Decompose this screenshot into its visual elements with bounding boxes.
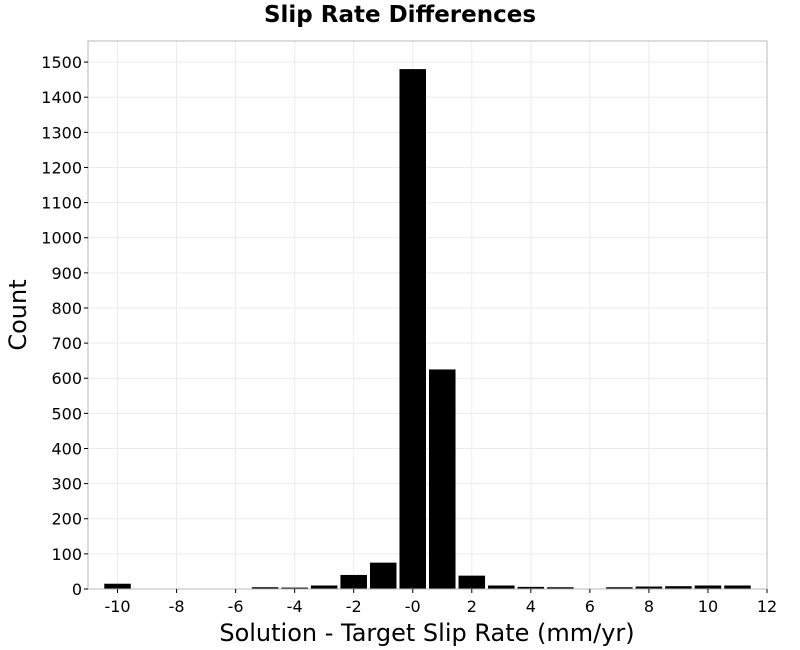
x-tick-label: 4 [526,597,536,616]
y-tick-label: 700 [51,334,82,353]
x-tick-label: -8 [169,597,185,616]
y-tick-label: 900 [51,264,82,283]
histogram-bar [369,562,397,589]
histogram-bar [665,586,692,589]
histogram-bar [310,585,338,589]
histogram-bar [340,574,367,589]
histogram-bar [399,69,426,590]
y-tick-label: 600 [51,369,82,388]
y-tick-label: 100 [51,545,82,564]
x-tick-labels: -10 -8 -6 -4 -2 -0 2 4 6 8 10 12 [104,597,777,616]
x-tick-label: 10 [698,597,718,616]
grid-lines [88,41,768,590]
histogram-bar [635,586,663,589]
histogram-bar [606,587,633,589]
histogram-bar [724,585,751,589]
y-tick-label: 800 [51,299,82,318]
x-tick-label: -2 [346,597,362,616]
y-tick-label: 1000 [41,229,82,248]
x-tick-label: -10 [104,597,130,616]
histogram-bar [694,585,722,589]
y-tick-label: 400 [51,439,82,458]
x-tick-label: 8 [644,597,654,616]
y-tick-label: 200 [51,510,82,529]
histogram-bars [104,69,751,590]
y-tick-label: 1100 [41,194,82,213]
y-tick-label: 1200 [41,158,82,177]
histogram-bar [104,583,131,589]
axis-ticks [84,61,768,593]
x-axis-label: Solution - Target Slip Rate (mm/yr) [219,619,634,647]
y-tick-label: 0 [72,580,82,599]
y-tick-label: 500 [51,404,82,423]
x-tick-label: 6 [585,597,595,616]
y-tick-label: 1500 [41,53,82,72]
plot-frame [87,40,768,590]
x-tick-label: 2 [467,597,477,616]
y-axis-label: Count [4,279,32,350]
histogram-bar [429,369,456,589]
histogram-bar [281,587,308,589]
histogram-bar [517,586,545,589]
x-tick-label: -6 [228,597,244,616]
histogram-bar [488,585,515,589]
y-tick-labels: 0 100 200 300 400 500 600 700 800 900 1000 1100 1200… [41,53,82,599]
y-tick-label: 1300 [41,123,82,142]
y-tick-label: 300 [51,475,82,494]
x-tick-label: -0 [405,597,421,616]
histogram-bar [251,587,279,589]
x-tick-label: 12 [757,597,777,616]
histogram-bar [547,587,574,589]
chart-title: Slip Rate Differences [263,2,537,28]
histogram-bar [458,575,486,589]
y-tick-label: 1400 [41,88,82,107]
x-tick-label: -4 [287,597,303,616]
